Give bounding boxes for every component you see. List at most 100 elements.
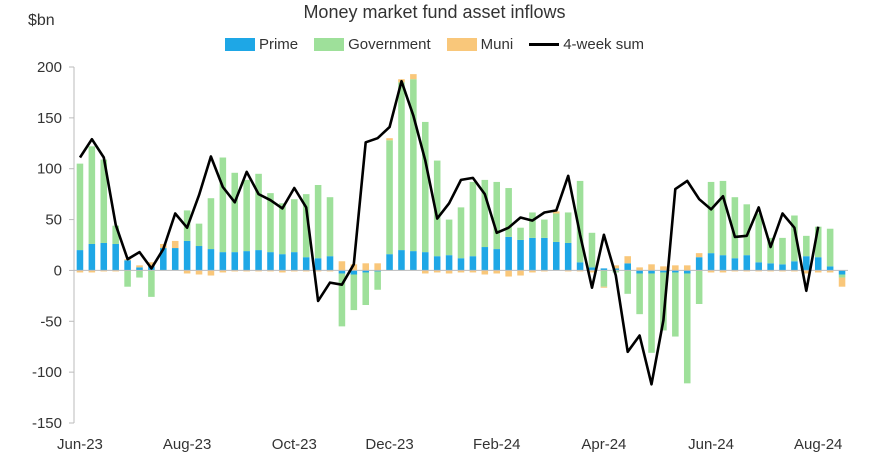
bar-prime xyxy=(433,256,441,271)
bar-prime xyxy=(100,242,108,271)
bar-government xyxy=(136,270,143,278)
bar-muni xyxy=(695,253,703,258)
bar-prime xyxy=(255,250,262,271)
bar-government xyxy=(505,188,512,237)
bar-muni xyxy=(660,266,667,271)
y-tick-label: 100 xyxy=(37,161,62,178)
bar-government xyxy=(838,274,846,278)
x-tick-label: Jun-24 xyxy=(688,436,734,453)
bar-government xyxy=(291,199,298,253)
bar-government xyxy=(826,228,834,267)
bar-government xyxy=(148,270,155,297)
bar-muni xyxy=(338,261,346,271)
bar-prime xyxy=(731,258,739,271)
bar-prime xyxy=(695,257,703,271)
y-tick-label: 200 xyxy=(37,59,62,76)
bar-government xyxy=(267,193,274,253)
bar-muni xyxy=(529,270,536,273)
bar-government xyxy=(374,271,381,290)
bar-government xyxy=(683,273,691,384)
bar-prime xyxy=(326,256,334,271)
y-tick-label: -50 xyxy=(40,313,62,330)
bar-muni xyxy=(648,264,655,271)
bar-government xyxy=(695,270,703,304)
bar-muni xyxy=(683,265,691,271)
bar-prime xyxy=(529,237,536,271)
bar-prime xyxy=(314,258,322,271)
bar-muni xyxy=(541,270,548,272)
bar-muni xyxy=(838,277,846,287)
bar-government xyxy=(362,272,370,306)
bar-government xyxy=(398,82,405,251)
bar-muni xyxy=(743,270,751,272)
bar-prime xyxy=(231,252,239,271)
bar-muni xyxy=(302,270,310,272)
bar-prime xyxy=(183,240,191,271)
bar-government xyxy=(731,197,739,259)
y-axis-unit-label: $bn xyxy=(28,12,55,29)
bar-prime xyxy=(755,262,762,271)
bar-muni xyxy=(767,270,774,272)
bar-government xyxy=(338,273,346,327)
bar-prime xyxy=(564,242,572,271)
legend-swatch-4-week-sum xyxy=(529,43,560,46)
bar-prime xyxy=(803,256,810,271)
bar-government xyxy=(660,272,667,331)
bar-muni xyxy=(719,270,727,273)
bar-prime xyxy=(243,251,250,271)
bar-muni xyxy=(517,270,524,276)
bar-prime xyxy=(517,239,524,271)
bar-prime xyxy=(493,249,500,271)
bar-government xyxy=(326,197,334,257)
bar-muni xyxy=(291,270,298,272)
bar-prime xyxy=(136,267,143,271)
bar-muni xyxy=(76,270,84,273)
bar-government xyxy=(195,223,203,247)
bar-government xyxy=(588,232,596,268)
bar-government xyxy=(445,219,453,256)
bar-muni xyxy=(350,264,358,271)
bar-prime xyxy=(267,252,274,271)
bar-government xyxy=(481,179,489,248)
bar-prime xyxy=(648,270,655,274)
bar-prime xyxy=(207,249,215,271)
bar-prime xyxy=(457,258,465,271)
bar-prime xyxy=(612,268,620,271)
legend-item-government: Government xyxy=(314,36,431,53)
bar-government xyxy=(743,204,751,256)
y-tick-label: -150 xyxy=(32,415,62,432)
sum-line-layer xyxy=(78,79,820,386)
bar-government xyxy=(493,181,500,250)
bar-muni xyxy=(195,270,203,275)
bar-government xyxy=(529,212,536,238)
bar-muni xyxy=(100,270,108,272)
bar-prime xyxy=(338,270,346,274)
bar-prime xyxy=(636,270,643,274)
y-tick-label: 0 xyxy=(54,262,62,279)
x-tick-label: Dec-23 xyxy=(365,436,413,453)
bar-government xyxy=(707,181,715,254)
bar-prime xyxy=(683,270,691,274)
bar-muni xyxy=(279,270,286,273)
bar-muni xyxy=(183,270,191,274)
bar-government xyxy=(124,270,131,287)
bar-prime xyxy=(124,260,131,271)
bar-muni xyxy=(707,270,715,273)
bar-muni xyxy=(826,270,834,273)
bar-prime xyxy=(422,252,429,271)
bar-prime xyxy=(195,246,203,271)
bar-government xyxy=(469,181,477,257)
bar-muni xyxy=(148,262,155,267)
bar-muni xyxy=(326,270,334,272)
bar-government xyxy=(755,213,762,263)
bar-government xyxy=(255,173,262,251)
bar-government xyxy=(219,157,227,253)
bar-prime xyxy=(76,250,84,271)
bar-muni xyxy=(112,270,119,272)
bar-muni xyxy=(588,270,596,273)
y-tick-label: -100 xyxy=(32,364,62,381)
bar-prime xyxy=(350,270,358,275)
bar-prime xyxy=(160,248,167,271)
bar-muni xyxy=(410,74,417,80)
bar-government xyxy=(517,227,524,240)
